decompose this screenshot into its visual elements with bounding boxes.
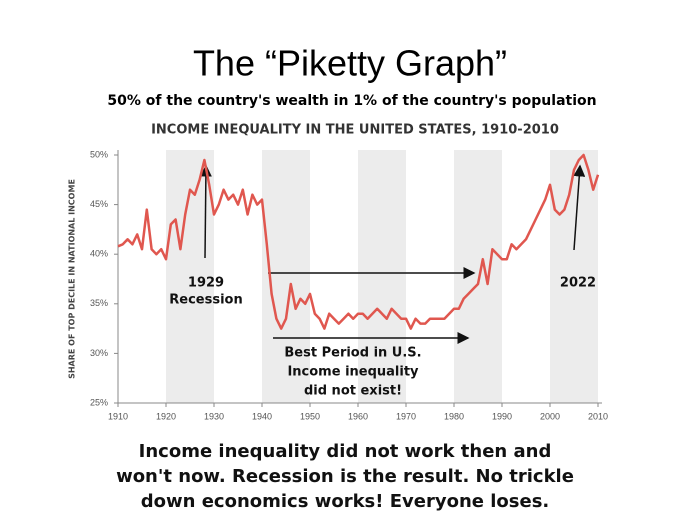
x-tick-label: 1930 — [204, 411, 224, 421]
band — [454, 150, 502, 403]
band — [550, 150, 598, 403]
chart-title: INCOME INEQUALITY IN THE UNITED STATES, … — [151, 123, 559, 138]
x-tick-label: 2000 — [540, 411, 560, 421]
y-tick-label: 25% — [90, 397, 108, 407]
footer-text: won't now. Recession is the result. No t… — [116, 466, 574, 487]
x-tick-label: 1990 — [492, 411, 512, 421]
annotation: 1929 — [188, 276, 224, 291]
x-tick-label: 1970 — [396, 411, 416, 421]
x-tick-label: 1960 — [348, 411, 368, 421]
y-tick-label: 50% — [90, 149, 108, 159]
footer-text: Income inequality did not work then and — [139, 441, 552, 462]
band — [358, 150, 406, 403]
y-tick-label: 45% — [90, 199, 108, 209]
data-line — [117, 153, 600, 330]
x-tick-label: 1950 — [300, 411, 320, 421]
annotation: Best Period in U.S. — [284, 346, 421, 361]
page-subtitle: 50% of the country's wealth in 1% of the… — [107, 93, 596, 109]
y-tick-label: 30% — [90, 348, 108, 358]
annotation: Income inequality — [287, 365, 419, 380]
y-axis-label: SHARE OF TOP DECILE IN NATIONAL INCOME — [68, 179, 77, 379]
annotation: 2022 — [560, 276, 596, 291]
y-tick-label: 35% — [90, 298, 108, 308]
footer-text: down economics works! Everyone loses. — [141, 491, 550, 512]
annotation: Recession — [169, 293, 242, 308]
x-tick-label: 1910 — [108, 411, 128, 421]
arrow — [573, 164, 586, 251]
y-tick-label: 40% — [90, 249, 108, 259]
x-tick-label: 1980 — [444, 411, 464, 421]
x-tick-label: 2010 — [588, 411, 608, 421]
decade-shading — [166, 150, 598, 403]
x-tick-label: 1920 — [156, 411, 176, 421]
page-title: The “Piketty Graph” — [193, 43, 507, 84]
arrow — [199, 164, 212, 259]
annotation: did not exist! — [304, 384, 402, 399]
x-tick-label: 1940 — [252, 411, 272, 421]
